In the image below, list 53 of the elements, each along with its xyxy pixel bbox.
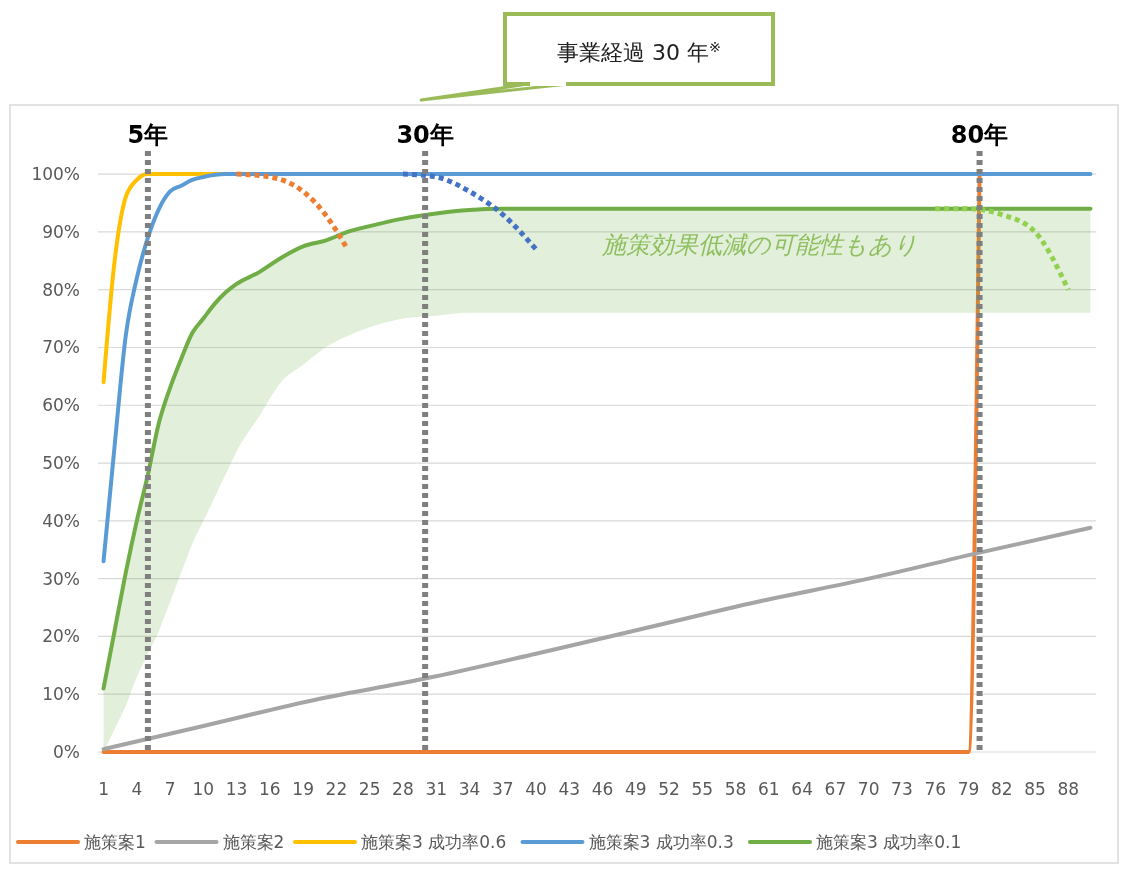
x-tick-label: 1 <box>98 779 109 799</box>
x-tick-label: 67 <box>824 779 847 799</box>
x-tick-label: 10 <box>192 779 215 799</box>
x-tick-label: 52 <box>658 779 680 799</box>
y-tick-label: 90% <box>42 221 80 242</box>
legend-label: 施策案3 成功率0.6 <box>361 832 507 852</box>
x-tick-label: 76 <box>924 779 947 799</box>
y-tick-label: 80% <box>42 279 80 300</box>
annotation: 施策効果低減の可能性もあり <box>601 231 918 259</box>
line-series <box>101 172 1093 564</box>
x-tick-label: 82 <box>990 779 1013 799</box>
y-tick-label: 100% <box>31 164 80 185</box>
ref-line-label: 5年 <box>127 121 169 149</box>
x-tick-label: 46 <box>591 779 614 799</box>
x-tick-label: 79 <box>957 779 980 799</box>
y-tick-label: 20% <box>42 626 80 647</box>
y-tick-label: 0% <box>53 742 80 762</box>
x-tick-label: 4 <box>131 779 143 799</box>
legend-label: 施策案3 成功率0.1 <box>816 832 962 852</box>
line-series <box>101 525 1093 752</box>
x-tick-label: 31 <box>425 779 448 799</box>
y-tick-label: 30% <box>42 568 80 589</box>
speech-callout: 事業経過 30 年$^{※}$ <box>419 12 775 102</box>
legend-label: 施策案1 <box>84 832 146 852</box>
legend-label: 施策案2 <box>222 832 285 852</box>
x-tick-label: 73 <box>891 779 913 799</box>
y-tick-label: 10% <box>42 684 80 705</box>
x-tick-label: 49 <box>624 779 647 799</box>
legend-label: 施策案3 成功率0.3 <box>588 832 734 852</box>
x-tick-label: 28 <box>392 779 414 799</box>
x-tick-label: 40 <box>525 779 547 799</box>
x-tick-label: 61 <box>758 779 780 799</box>
y-tick-label: 40% <box>42 510 80 531</box>
y-tick-label: 60% <box>42 395 80 416</box>
x-tick-label: 85 <box>1024 779 1046 799</box>
ref-line-label: 80年 <box>950 121 1009 149</box>
y-tick-label: 70% <box>42 337 80 358</box>
x-tick-label: 55 <box>691 779 714 799</box>
x-tick-label: 58 <box>724 779 747 799</box>
x-tick-label: 37 <box>491 779 514 799</box>
x-tick-label: 19 <box>292 779 314 799</box>
x-tick-label: 64 <box>791 779 813 799</box>
x-tick-label: 25 <box>358 779 381 799</box>
x-tick-label: 70 <box>857 779 880 799</box>
y-tick-label: 50% <box>42 453 80 474</box>
x-tick-label: 16 <box>259 779 281 799</box>
x-tick-label: 43 <box>558 779 581 799</box>
ref-line-label: 30年 <box>396 121 454 149</box>
x-tick-label: 7 <box>164 779 176 799</box>
x-tick-label: 22 <box>325 779 348 799</box>
x-tick-label: 88 <box>1057 779 1080 799</box>
x-tick-label: 34 <box>458 779 481 799</box>
x-tick-label: 13 <box>225 779 248 799</box>
